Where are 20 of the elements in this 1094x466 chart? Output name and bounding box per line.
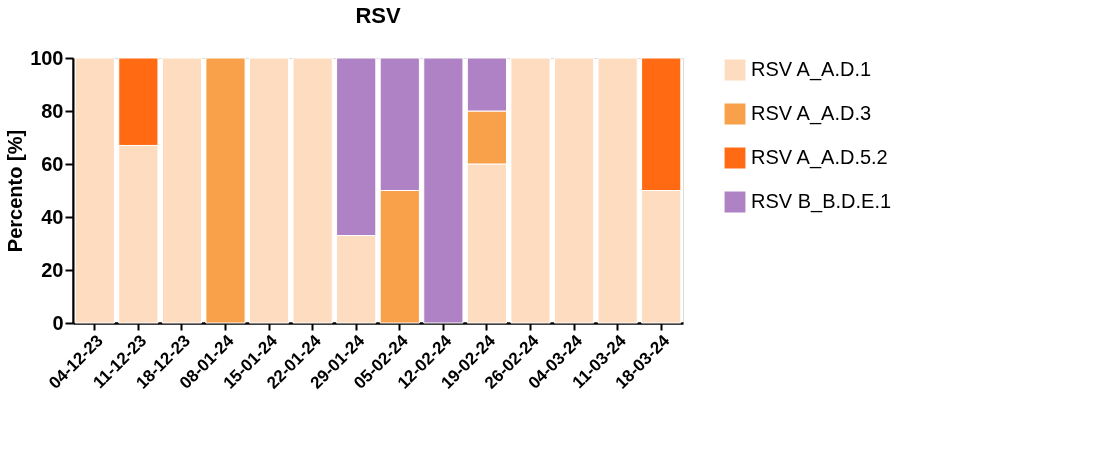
y-tick-label: 0 — [52, 311, 64, 334]
bar — [423, 57, 464, 324]
bar — [553, 57, 595, 324]
bar — [292, 57, 333, 324]
y-tick-label: 100 — [30, 46, 64, 69]
bar — [161, 57, 203, 324]
y-tick-label: 20 — [41, 258, 64, 281]
chart-title: RSV — [355, 3, 401, 28]
y-tick-label: 60 — [41, 152, 64, 175]
bar — [248, 57, 290, 324]
legend-label: RSV A_A.D.1 — [751, 58, 872, 81]
legend-label: RSV B_B.D.E.1 — [751, 190, 892, 213]
y-tick-label: 80 — [41, 99, 64, 122]
legend-label: RSV A_A.D.5.2 — [751, 146, 888, 169]
bar — [510, 57, 551, 324]
legend-label: RSV A_A.D.3 — [751, 102, 872, 125]
y-tick-label: 40 — [41, 205, 64, 228]
bar — [597, 57, 638, 324]
bar — [205, 57, 246, 324]
y-axis-title: Percento [%] — [4, 129, 27, 253]
